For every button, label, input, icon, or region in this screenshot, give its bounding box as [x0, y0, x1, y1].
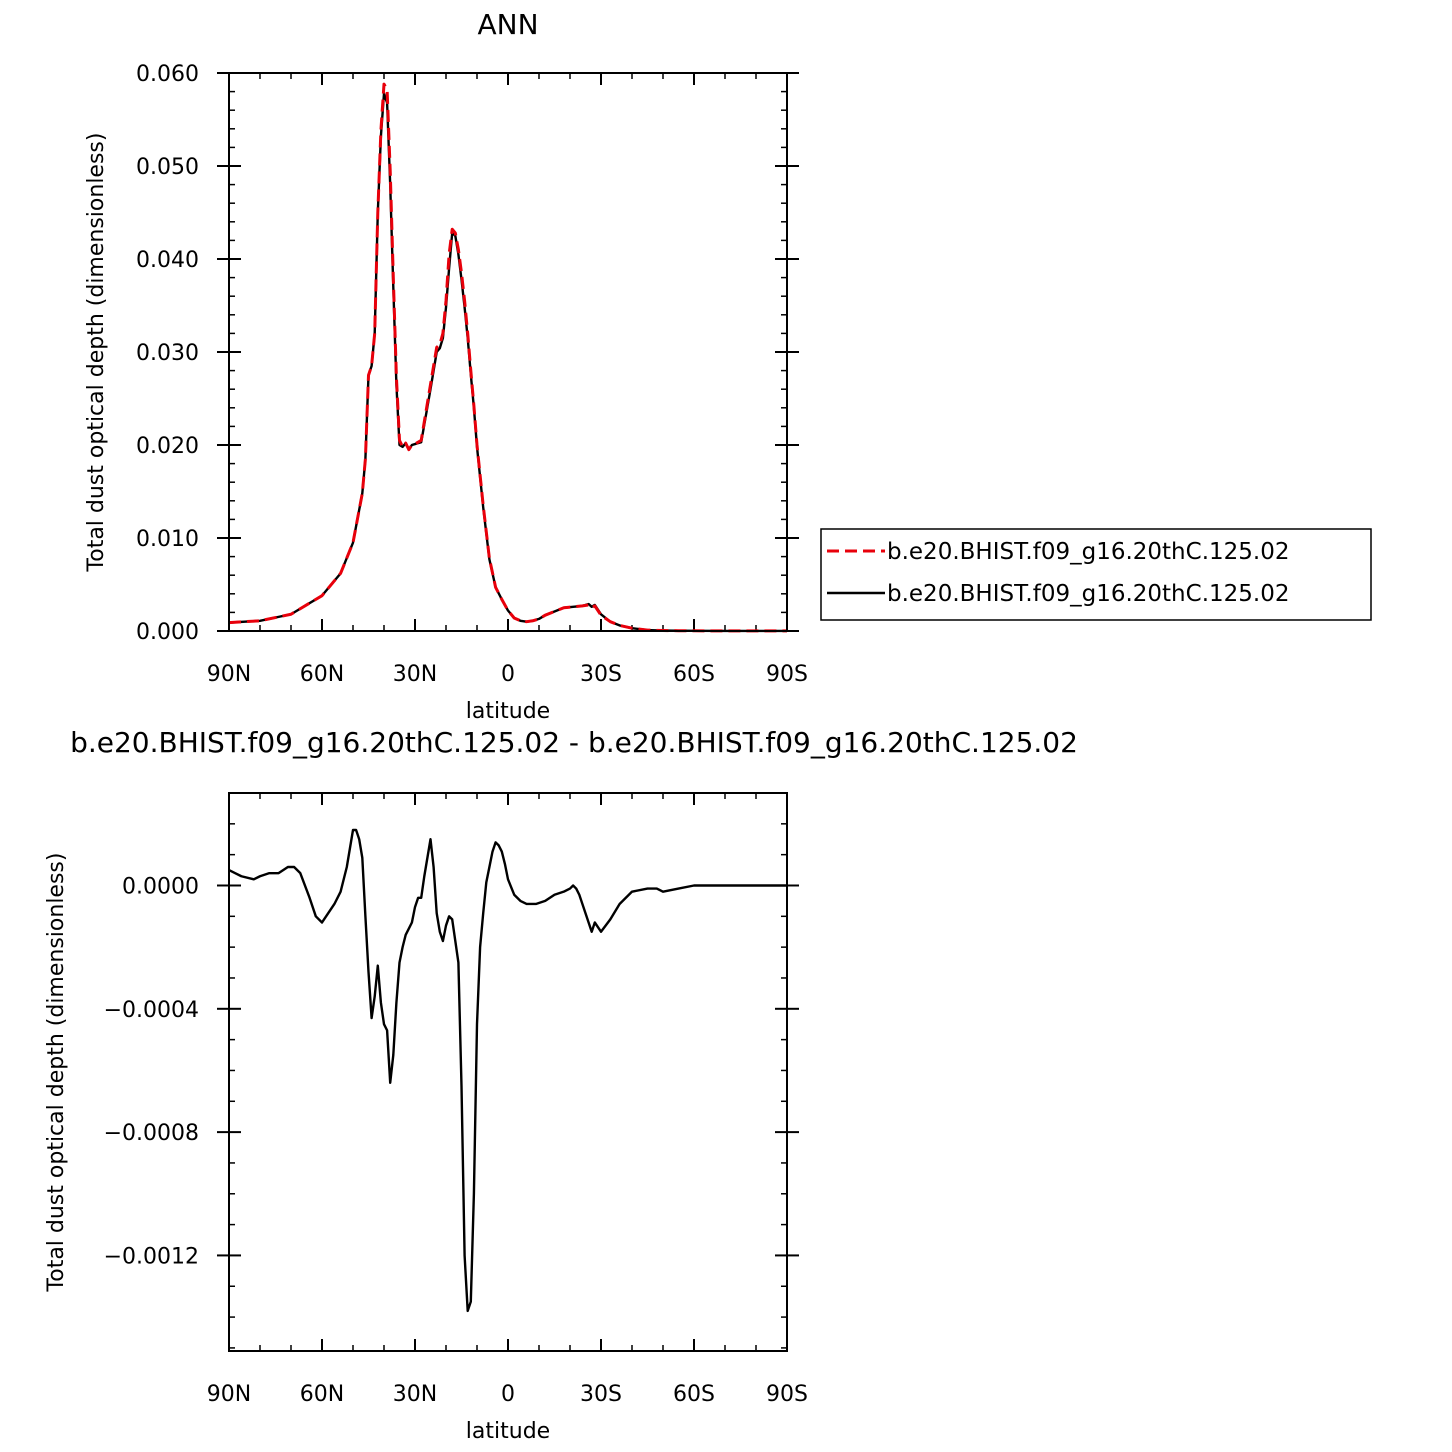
top-x-axis-title: latitude — [466, 699, 550, 724]
bottom-chart-title: b.e20.BHIST.f09_g16.20thC.125.02 - b.e20… — [70, 726, 1078, 759]
top-panel: ANN 0.0000.0100.0200.0300.0400.0500.060 … — [84, 8, 808, 724]
legend-box — [820, 528, 1372, 621]
x-tick-label: 30N — [393, 662, 437, 687]
bottom-x-tick-labels: 90N 60N 30N 0 30S 60S 90S — [207, 1382, 808, 1407]
legend-label-series-1: b.e20.BHIST.f09_g16.20thC.125.02 — [887, 539, 1289, 565]
x-tick-label: 90N — [207, 1382, 251, 1407]
legend: b.e20.BHIST.f09_g16.20thC.125.02 b.e20.B… — [820, 528, 1372, 621]
top-ticks — [217, 72, 799, 632]
series-line-2 — [228, 92, 787, 633]
x-tick-label: 90S — [766, 662, 808, 687]
x-tick-label: 30S — [580, 1382, 622, 1407]
series-line-1 — [228, 82, 787, 633]
x-tick-label: 0 — [501, 662, 515, 687]
y-tick-label: 0.060 — [136, 62, 199, 87]
top-y-axis-title: Total dust optical depth (dimensionless) — [84, 133, 109, 573]
x-tick-label: 0 — [501, 1382, 515, 1407]
x-tick-label: 60N — [300, 662, 344, 687]
y-tick-label: −0.0004 — [104, 998, 199, 1023]
x-tick-label: 90N — [207, 662, 251, 687]
y-tick-label: 0.040 — [136, 248, 199, 273]
x-tick-label: 90S — [766, 1382, 808, 1407]
y-tick-label: 0.000 — [136, 620, 199, 645]
top-y-tick-labels: 0.000 0.010 0.020 0.030 0.040 0.050 0.060 — [136, 62, 199, 645]
y-tick-label: 0.010 — [136, 527, 199, 552]
y-tick-label: −0.0012 — [104, 1244, 199, 1269]
bottom-panel: b.e20.BHIST.f09_g16.20thC.125.02 - b.e20… — [44, 726, 1078, 1444]
bottom-plot-frame — [228, 792, 788, 1352]
y-tick-label: 0.050 — [136, 155, 199, 180]
y-tick-label: 0.0000 — [122, 874, 199, 899]
bottom-y-axis-title: Total dust optical depth (dimensionless) — [44, 853, 69, 1293]
series-line-1 — [228, 828, 787, 1313]
legend-label-series-2: b.e20.BHIST.f09_g16.20thC.125.02 — [887, 581, 1289, 607]
y-tick-label: 0.020 — [136, 434, 199, 459]
x-tick-label: 60N — [300, 1382, 344, 1407]
top-x-tick-labels: 90N 60N 30N 0 30S 60S 90S — [207, 662, 808, 687]
x-tick-label: 60S — [673, 1382, 715, 1407]
top-chart-title: ANN — [477, 8, 538, 41]
bottom-series-group — [228, 828, 787, 1313]
top-series-group — [228, 82, 787, 633]
bottom-x-axis-title: latitude — [466, 1419, 550, 1444]
x-tick-label: 30S — [580, 662, 622, 687]
y-tick-label: −0.0008 — [104, 1121, 199, 1146]
top-plot-frame — [228, 72, 788, 632]
x-tick-label: 60S — [673, 662, 715, 687]
x-tick-label: 30N — [393, 1382, 437, 1407]
bottom-y-tick-labels: 0.0000 −0.0004 −0.0008 −0.0012 — [104, 874, 199, 1269]
y-tick-label: 0.030 — [136, 341, 199, 366]
